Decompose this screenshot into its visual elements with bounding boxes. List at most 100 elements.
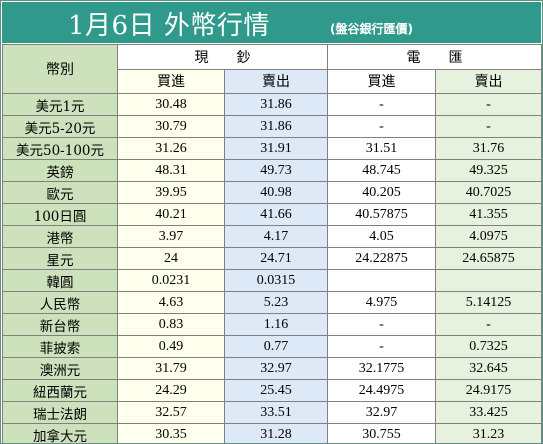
banknote-buy-rate: 40.21: [117, 203, 225, 226]
wire-sell-rate: 24.65875: [435, 247, 542, 270]
currency-name: 加拿大元: [2, 423, 118, 443]
wire-sell-rate: 24.9175: [435, 379, 542, 402]
wire-buy-rate: 32.97: [327, 401, 436, 424]
wire-sell-rate: 31.23: [435, 423, 542, 443]
currency-name: 港幣: [2, 225, 118, 248]
page-title: 1月6日 外幣行情: [68, 11, 270, 41]
wire-sell-rate: 4.0975: [435, 225, 542, 248]
wire-buy-rate: -: [327, 115, 436, 138]
currency-name: 菲披索: [2, 335, 118, 358]
table-row: 100日圓 40.21 41.66 40.57875 41.355: [2, 203, 542, 226]
table-row: 星元 24 24.71 24.22875 24.65875: [2, 247, 542, 270]
wire-buy-rate: 40.205: [327, 181, 436, 204]
table-row: 新台幣 0.83 1.16- -: [2, 313, 542, 336]
wire-buy-rate: 31.51: [327, 137, 436, 160]
wire-buy-rate: -: [327, 93, 436, 116]
banknote-buy-rate: 0.0231: [117, 269, 225, 292]
banknote-sell-rate: 32.97: [224, 357, 328, 380]
table-row: 紐西蘭元 24.29 25.45 24.4975 24.9175: [2, 379, 542, 402]
wire-buy-rate: 4.05: [327, 225, 436, 248]
table-row: 加拿大元 30.35 31.28 30.755 31.23: [2, 423, 542, 443]
currency-name: 人民幣: [2, 291, 118, 314]
table-row: 英鎊 48.31 49.73 48.745 49.325: [2, 159, 542, 182]
wire-buy-rate: 30.755: [327, 423, 436, 443]
wire-buy-rate: 4.975: [327, 291, 436, 314]
currency-name: 瑞士法朗: [2, 401, 118, 424]
wire-sell-rate: -: [435, 313, 542, 336]
banknote-sell-rate: 33.51: [224, 401, 328, 424]
banknote-sell-rate: 41.66: [224, 203, 328, 226]
wire-sell-rate: 49.325: [435, 159, 542, 182]
banknote-sell-rate: 31.86: [224, 93, 328, 116]
table-row: 美元1元 30.48 31.86- -: [2, 93, 542, 116]
table-row: 美元50-100元 31.26 31.91 31.51 31.76: [2, 137, 542, 160]
banknote-buy-rate: 30.48: [117, 93, 225, 116]
wire-sell-rate: [435, 269, 542, 292]
banknote-sell-rate: 40.98: [224, 181, 328, 204]
currency-name: 美元5-20元: [2, 115, 118, 138]
currency-name: 美元50-100元: [2, 137, 118, 160]
table-row: 人民幣 4.63 5.23 4.975 5.14125: [2, 291, 542, 314]
table-row: 菲披索 0.49 0.77-0.7325: [2, 335, 542, 358]
header-banknote-buy: 買進: [117, 68, 225, 94]
wire-buy-rate: 48.745: [327, 159, 436, 182]
header-banknote: 現 鈔: [117, 44, 328, 70]
header-currency: 幣別: [2, 44, 118, 94]
currency-name: 澳洲元: [2, 357, 118, 380]
wire-buy-rate: -: [327, 335, 436, 358]
table-row: 瑞士法朗 32.57 33.51 32.97 33.425: [2, 401, 542, 424]
banknote-sell-rate: 31.91: [224, 137, 328, 160]
header-wire: 電 匯: [327, 44, 542, 70]
wire-sell-rate: 31.76: [435, 137, 542, 160]
table-row: 美元5-20元 30.79 31.86- -: [2, 115, 542, 138]
wire-sell-rate: 5.14125: [435, 291, 542, 314]
wire-buy-rate: -: [327, 313, 436, 336]
banknote-buy-rate: 31.79: [117, 357, 225, 380]
table-row: 韓圓 0.0231 0.0315: [2, 269, 542, 292]
currency-name: 韓圓: [2, 269, 118, 292]
currency-name: 新台幣: [2, 313, 118, 336]
currency-name: 星元: [2, 247, 118, 270]
banknote-buy-rate: 3.97: [117, 225, 225, 248]
banknote-sell-rate: 49.73: [224, 159, 328, 182]
page-subtitle: (盤谷銀行匯價): [330, 22, 413, 36]
wire-sell-rate: 0.7325: [435, 335, 542, 358]
rate-rows: 美元1元 30.48 31.86- - 美元5-20元 30.79 31.86- - 美元50-…: [2, 93, 542, 443]
banknote-buy-rate: 4.63: [117, 291, 225, 314]
wire-sell-rate: -: [435, 93, 542, 116]
banknote-sell-rate: 31.28: [224, 423, 328, 443]
banknote-buy-rate: 30.79: [117, 115, 225, 138]
banknote-sell-rate: 25.45: [224, 379, 328, 402]
banknote-buy-rate: 24: [117, 247, 225, 270]
wire-sell-rate: 32.645: [435, 357, 542, 380]
wire-buy-rate: 24.4975: [327, 379, 436, 402]
banknote-sell-rate: 1.16: [224, 313, 328, 336]
banknote-buy-rate: 0.49: [117, 335, 225, 358]
currency-name: 英鎊: [2, 159, 118, 182]
banknote-sell-rate: 5.23: [224, 291, 328, 314]
banknote-buy-rate: 31.26: [117, 137, 225, 160]
wire-sell-rate: -: [435, 115, 542, 138]
table-row: 澳洲元 31.79 32.97 32.1775 32.645: [2, 357, 542, 380]
wire-buy-rate: 32.1775: [327, 357, 436, 380]
banknote-sell-rate: 4.17: [224, 225, 328, 248]
wire-buy-rate: [327, 269, 436, 292]
banknote-buy-rate: 0.83: [117, 313, 225, 336]
currency-name: 歐元: [2, 181, 118, 204]
table-row: 港幣 3.97 4.17 4.05 4.0975: [2, 225, 542, 248]
currency-name: 美元1元: [2, 93, 118, 116]
wire-sell-rate: 40.7025: [435, 181, 542, 204]
wire-buy-rate: 24.22875: [327, 247, 436, 270]
banknote-buy-rate: 30.35: [117, 423, 225, 443]
banknote-sell-rate: 24.71: [224, 247, 328, 270]
banknote-buy-rate: 32.57: [117, 401, 225, 424]
wire-buy-rate: 40.57875: [327, 203, 436, 226]
header-banknote-sell: 賣出: [224, 68, 328, 94]
exchange-rate-table: 幣別 現 鈔 電 匯 買進 賣出 買進 賣出 美元1元 30.48 31.86- - 美…: [2, 44, 542, 443]
table-row: 歐元 39.95 40.98 40.205 40.7025: [2, 181, 542, 204]
banknote-sell-rate: 0.0315: [224, 269, 328, 292]
header-wire-buy: 買進: [327, 68, 436, 94]
banknote-buy-rate: 24.29: [117, 379, 225, 402]
banknote-sell-rate: 31.86: [224, 115, 328, 138]
